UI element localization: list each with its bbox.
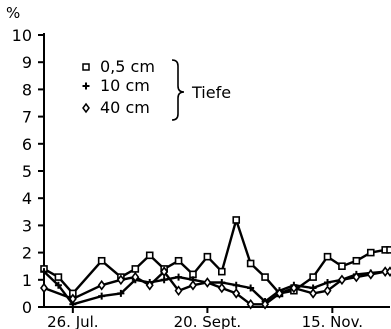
y-tick-label: 10: [12, 26, 32, 45]
point-square: [232, 216, 241, 224]
point-diamond: [97, 279, 106, 291]
point-square: [338, 262, 346, 271]
point-plus: [160, 276, 168, 284]
y-tick-label: 2: [22, 244, 32, 263]
point-diamond: [337, 274, 346, 286]
point-diamond: [309, 288, 318, 299]
point-plus: [324, 279, 332, 287]
point-square: [131, 265, 140, 273]
x-tick-label: 26. Jul.: [47, 313, 99, 329]
y-tick-label: 9: [22, 53, 32, 72]
point-diamond: [275, 288, 284, 299]
point-square: [97, 256, 106, 265]
point-diamond: [203, 277, 212, 288]
point-plus: [247, 284, 255, 292]
point-diamond: [131, 271, 140, 283]
y-tick-label: 7: [22, 108, 32, 127]
legend-entry-label: 10 cm: [100, 76, 150, 95]
point-plus: [40, 268, 48, 276]
point-square: [174, 256, 183, 265]
y-axis-label: %: [6, 4, 20, 22]
point-square: [352, 256, 361, 265]
point-square: [309, 273, 317, 281]
point-square: [246, 259, 255, 268]
point-diamond: [160, 266, 169, 277]
legend-brace: [171, 59, 185, 121]
y-tick-label: 3: [22, 216, 32, 235]
y-tick-label: 8: [22, 80, 32, 99]
point-square: [54, 273, 63, 281]
point-diamond: [174, 285, 183, 297]
x-ticks: 26. Jul. 20. Sept. 15. Nov.: [47, 307, 363, 329]
point-plus: [117, 289, 125, 297]
y-tick-label: 4: [22, 189, 32, 208]
point-plus: [98, 292, 106, 300]
point-diamond: [116, 274, 125, 286]
legend-marker-plus: [82, 82, 90, 90]
y-tick-label: 6: [22, 135, 32, 154]
point-diamond: [246, 298, 255, 310]
point-diamond: [323, 285, 332, 297]
point-diamond: [40, 282, 48, 294]
point-square: [261, 273, 269, 281]
point-diamond: [366, 269, 375, 280]
legend-marker-diamond: [82, 102, 90, 114]
y-tick-label: 5: [22, 162, 32, 181]
point-diamond: [217, 282, 226, 294]
point-diamond: [145, 279, 154, 291]
point-plus: [54, 281, 62, 289]
point-diamond: [386, 266, 391, 277]
legend-marker-square: [82, 63, 90, 71]
y-tick-label: 0: [22, 298, 32, 317]
x-tick-label: 15. Nov.: [302, 313, 364, 329]
point-plus: [175, 273, 183, 281]
point-diamond: [289, 282, 298, 294]
point-diamond: [261, 298, 270, 310]
x-tick-label: 20. Sept.: [174, 313, 242, 329]
point-diamond: [68, 293, 77, 305]
point-diamond: [352, 271, 361, 283]
point-diamond: [188, 279, 197, 291]
point-square: [366, 248, 375, 257]
series-line-3: [43, 270, 390, 306]
y-ticks: 0 1 2 3 4 5 6 7 8 9 10: [12, 26, 44, 317]
point-square: [145, 251, 154, 260]
legend-entry-label: 0,5 cm: [100, 57, 155, 76]
series-lines: [40, 216, 391, 310]
point-diamond: [232, 288, 241, 299]
point-square: [386, 246, 391, 254]
legend-group-label: Tiefe: [191, 83, 231, 102]
point-square: [203, 252, 212, 261]
point-square: [218, 267, 226, 276]
point-square: [323, 252, 332, 261]
point-plus: [232, 281, 240, 289]
legend-entry-label: 40 cm: [100, 98, 150, 117]
y-tick-label: 1: [22, 271, 32, 290]
